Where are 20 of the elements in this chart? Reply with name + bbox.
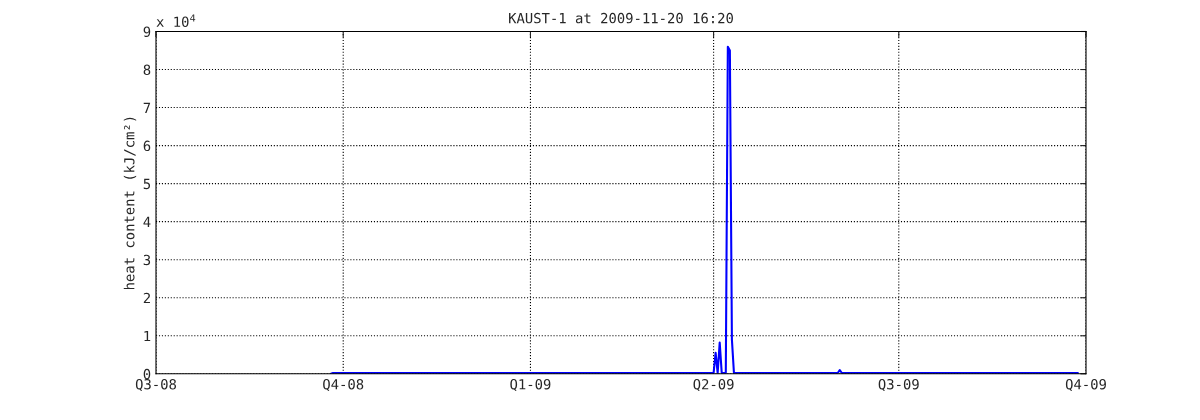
y-tick-label: 9 xyxy=(143,26,151,38)
y-tick-label: 2 xyxy=(143,292,150,304)
x-tick-label: Q2-09 xyxy=(693,378,734,392)
x-tick-label: Q3-09 xyxy=(878,378,919,392)
text: x 10$^{4}$ xyxy=(156,14,196,27)
x-tick-label: Q4-09 xyxy=(1065,378,1106,392)
y-tick-label: 6 xyxy=(143,140,151,152)
y-tick-label: 5 xyxy=(143,178,151,190)
x-tick-label: Q4-08 xyxy=(323,378,364,392)
y-tick-label: 7 xyxy=(143,102,151,113)
y-tick-label: 8 xyxy=(143,64,151,76)
y-tick-label: 3 xyxy=(143,254,151,266)
y-tick-label: 1 xyxy=(144,330,151,342)
x-tick-label: Q3-08 xyxy=(135,378,177,392)
x-tick-label: Q1-09 xyxy=(510,378,551,392)
line-series xyxy=(329,45,1079,374)
chart-title: KAUST-1 at 2009-11-20 16:20 xyxy=(509,12,733,24)
y-tick-label: 0 xyxy=(143,368,151,380)
y-tick-label: 4 xyxy=(143,216,151,227)
y-axis-title: heat content (kJ/cm²) xyxy=(123,117,137,290)
